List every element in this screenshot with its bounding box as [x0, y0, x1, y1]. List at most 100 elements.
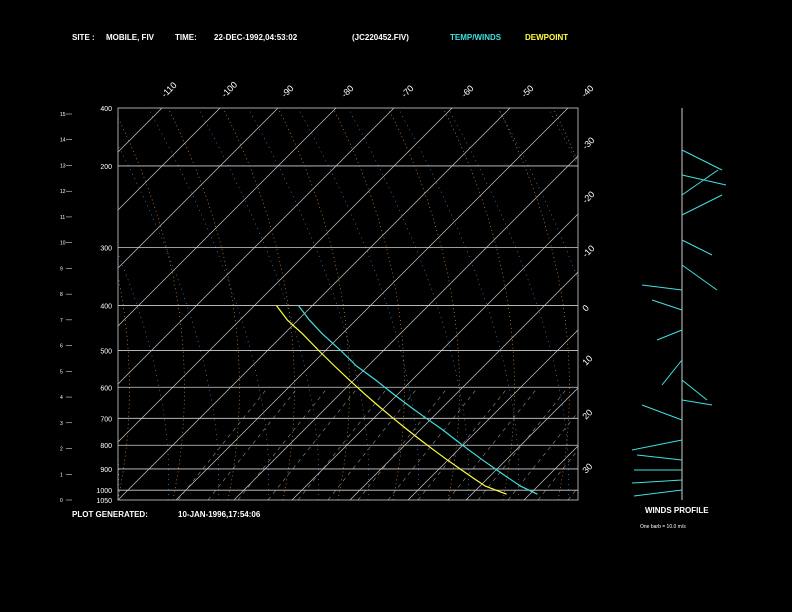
top-temp-label: -70 — [399, 83, 415, 99]
top-temp-label: -110 — [159, 80, 178, 99]
legend-temp-winds: TEMP/WINDS — [450, 33, 502, 42]
mixing-ratio-line — [357, 387, 449, 500]
top-temp-label: -60 — [459, 83, 475, 99]
dry-adiabat-line — [387, 108, 460, 500]
wind-barb — [633, 489, 683, 497]
height-tick-label: 6 — [60, 344, 63, 350]
wind-barb — [631, 479, 683, 484]
winds-profile-note: One barb = 10.0 m/s — [640, 524, 686, 530]
height-tick-label: 5 — [60, 369, 63, 375]
dewpoint-profile-line — [276, 305, 507, 495]
mixing-ratio-line — [507, 411, 578, 500]
temperature-profile-line — [298, 305, 538, 495]
isotherm-group — [0, 108, 792, 500]
wind-barb — [631, 439, 683, 451]
moist-adiabat-line — [547, 108, 578, 166]
pressure-tick-label: 900 — [100, 467, 112, 474]
dry-adiabat-line — [608, 108, 679, 500]
file-id: (JC220452.FIV) — [352, 33, 409, 42]
isotherm-line — [118, 108, 163, 153]
isotherm-line — [291, 213, 578, 500]
moist-adiabat-line — [447, 108, 569, 500]
dry-adiabat-line — [167, 108, 240, 500]
mixing-ratio-line — [387, 387, 479, 500]
dry-adiabat-line — [118, 117, 185, 500]
plot-border — [117, 107, 579, 501]
time-label: TIME: — [175, 33, 197, 42]
isotherm-line — [118, 108, 337, 327]
pressure-tick-label: 1050 — [96, 498, 112, 505]
wind-barb — [681, 379, 708, 401]
legend-dewpoint: DEWPOINT — [525, 33, 568, 42]
height-tick-label: 15 — [60, 112, 66, 118]
wind-barb — [681, 149, 723, 171]
right-temp-label: -20 — [580, 189, 596, 205]
isotherm-line — [118, 108, 279, 269]
mixing-ratio-line — [447, 387, 539, 500]
moist-adiabat-line — [397, 108, 519, 500]
mixing-ratio-line — [207, 387, 299, 500]
isotherm-line — [233, 155, 578, 500]
dry-adiabat-line — [442, 108, 515, 500]
isotherm-line — [582, 108, 792, 500]
mixing-ratio-line — [537, 449, 578, 500]
height-tick-label: 4 — [60, 395, 63, 401]
isotherm-line — [118, 108, 511, 500]
right-temp-label: -30 — [580, 135, 596, 151]
dry-adiabat-line — [552, 108, 578, 164]
wind-barb — [681, 194, 723, 216]
moist-adiabat-line — [0, 108, 69, 500]
moist-adiabat-line — [598, 108, 719, 500]
top-temp-label: -40 — [579, 83, 595, 99]
wind-barb — [656, 329, 683, 341]
dry-adiabat-line — [332, 108, 405, 500]
pressure-tick-label: 600 — [100, 385, 112, 392]
wind-barb — [636, 454, 683, 461]
site-label: SITE : — [72, 33, 95, 42]
isotherm-line — [523, 445, 578, 500]
wind-barb — [641, 284, 683, 291]
wind-barb — [681, 264, 718, 291]
winds-profile-title: WINDS PROFILE — [645, 506, 709, 515]
right-temp-label: 20 — [580, 407, 594, 421]
isotherm-line — [118, 108, 221, 211]
time-value: 22-DEC-1992,04:53:02 — [214, 33, 298, 42]
moist-adiabat-line — [147, 108, 269, 500]
pressure-tick-label: 400 — [100, 106, 112, 113]
dry-adiabat-line — [222, 108, 295, 500]
top-temp-label: -80 — [339, 83, 355, 99]
height-tick-label: 7 — [60, 318, 63, 324]
height-tick-label: 0 — [60, 498, 63, 504]
wind-barb — [641, 404, 683, 421]
wind-barb — [651, 299, 683, 311]
right-temp-label: -10 — [580, 243, 596, 259]
dry-adiabat-line — [718, 108, 789, 500]
moist-adiabat-line — [197, 108, 319, 500]
top-temp-label: -100 — [219, 80, 239, 100]
top-temp-label: -90 — [279, 83, 295, 99]
mixing-ratio-line — [297, 387, 389, 500]
height-tick-label: 9 — [60, 266, 63, 272]
isotherm-line — [0, 108, 46, 500]
height-tick-label: 13 — [60, 163, 66, 169]
site-value: MOBILE, FIV — [106, 33, 155, 42]
isotherm-line — [118, 108, 395, 385]
isotherm-line — [0, 108, 104, 500]
mixing-ratio-line — [567, 486, 578, 500]
right-temp-label: 10 — [580, 353, 594, 367]
isotherm-line — [118, 108, 453, 443]
mixing-ratio-line — [417, 387, 509, 500]
isotherm-line — [465, 387, 578, 500]
height-tick-label: 8 — [60, 292, 63, 298]
height-tick-label: 1 — [60, 472, 63, 478]
pressure-tick-label: 800 — [100, 443, 112, 450]
pressure-tick-label: 300 — [100, 246, 112, 253]
isotherm-line — [175, 108, 569, 500]
right-temp-label: 30 — [580, 461, 594, 475]
height-tick-label: 14 — [60, 138, 66, 144]
isotherm-line — [756, 108, 792, 500]
wind-barb — [681, 399, 713, 406]
height-tick-label: 2 — [60, 447, 63, 453]
pressure-tick-label: 500 — [100, 349, 112, 356]
